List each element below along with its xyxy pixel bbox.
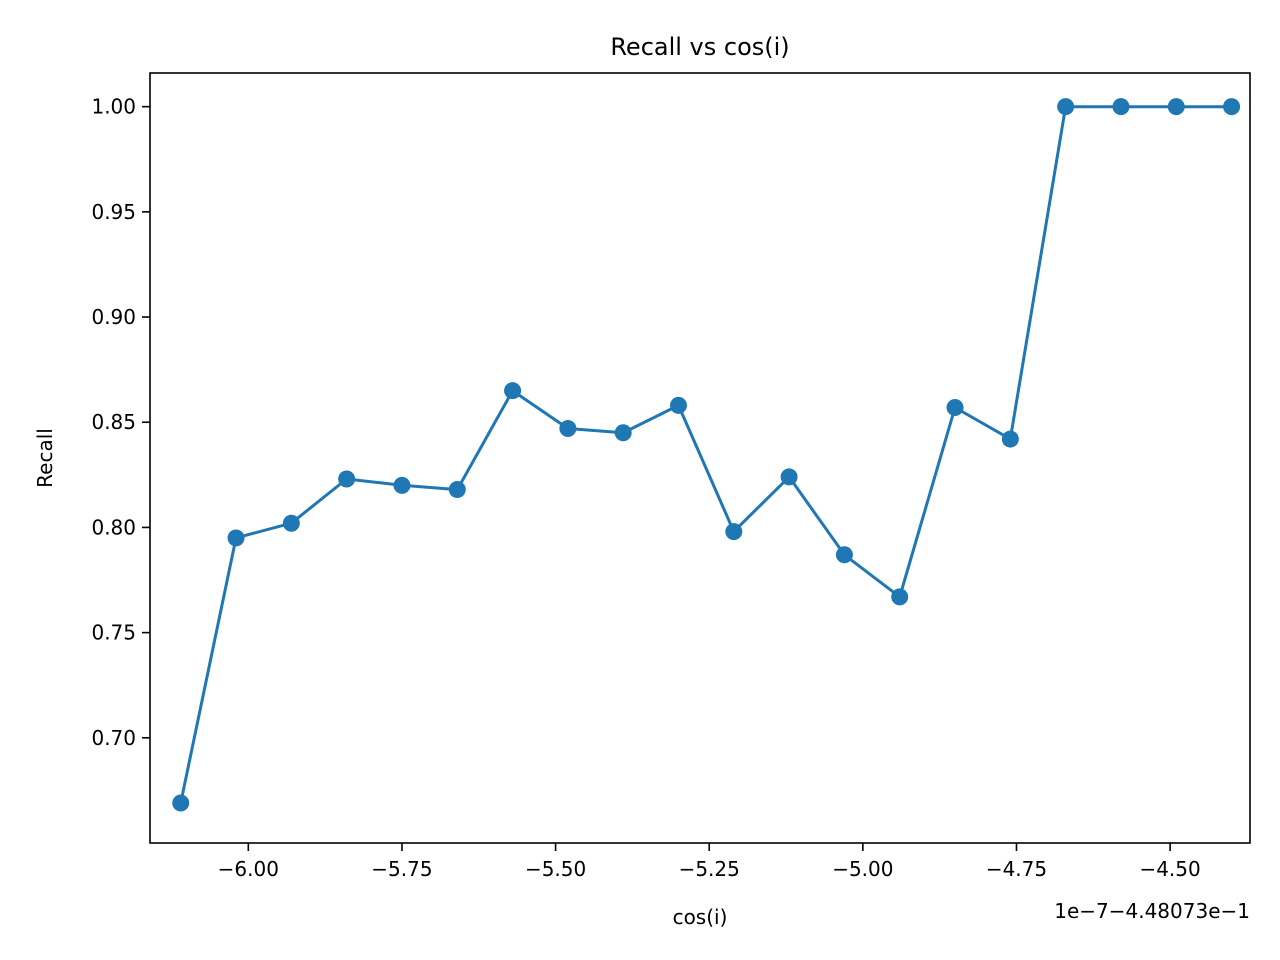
plot-frame — [149, 72, 1251, 844]
data-point — [946, 399, 964, 417]
series-line — [179, 105, 1232, 804]
data-point — [1223, 98, 1241, 116]
data-point — [504, 382, 522, 400]
data-point — [172, 794, 190, 812]
y-axis-label: Recall — [33, 428, 57, 488]
data-point — [1001, 430, 1019, 448]
data-point — [338, 470, 356, 488]
data-point — [1112, 98, 1130, 116]
data-point — [393, 476, 411, 494]
data-point — [891, 588, 909, 606]
x-tick-label: −5.00 — [832, 857, 893, 881]
data-point — [282, 514, 300, 532]
data-point — [559, 420, 577, 438]
data-point — [725, 523, 743, 541]
y-tick-label: 0.75 — [91, 621, 136, 645]
series-layer — [172, 98, 1241, 812]
data-point — [835, 546, 853, 564]
data-point — [448, 481, 466, 499]
x-axis-ticks: −6.00 −5.75 −5.50 −5.25 −5.00 −4.75 −4.50 — [218, 843, 1201, 881]
data-point — [614, 424, 632, 442]
x-tick-label: −6.00 — [218, 857, 279, 881]
x-tick-label: −5.50 — [525, 857, 586, 881]
x-axis-offset-text: 1e−7−4.48073e−1 — [1054, 899, 1250, 923]
data-point — [780, 468, 798, 486]
x-tick-label: −4.75 — [986, 857, 1047, 881]
x-tick-label: −5.75 — [371, 857, 432, 881]
data-point — [1057, 98, 1075, 116]
x-tick-label: −4.50 — [1139, 857, 1200, 881]
y-tick-label: 0.90 — [91, 305, 136, 329]
data-point — [669, 396, 687, 414]
y-tick-label: 0.70 — [91, 726, 136, 750]
y-tick-label: 0.95 — [91, 200, 136, 224]
data-point — [227, 529, 245, 547]
chart-title: Recall vs cos(i) — [610, 33, 789, 61]
y-tick-label: 0.85 — [91, 410, 136, 434]
y-tick-label: 1.00 — [91, 95, 136, 119]
x-tick-label: −5.25 — [679, 857, 740, 881]
data-point — [1167, 98, 1185, 116]
x-axis-label: cos(i) — [673, 905, 728, 929]
y-tick-label: 0.80 — [91, 515, 136, 539]
y-axis-ticks: 0.70 0.75 0.80 0.85 0.90 0.95 1.00 — [91, 95, 150, 750]
